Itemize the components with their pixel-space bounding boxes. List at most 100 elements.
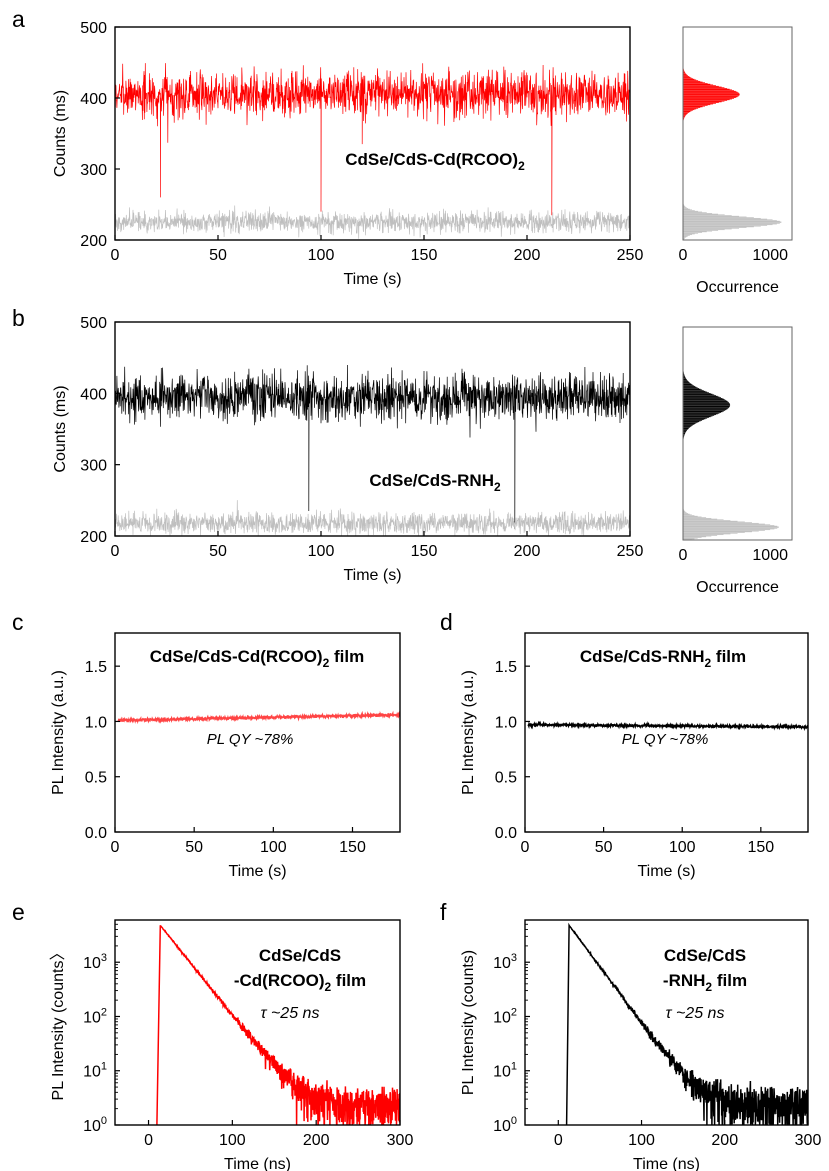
y-tick-label: 200 (80, 233, 107, 250)
x-tick-label: 150 (411, 543, 438, 560)
y-tick-label: 400 (80, 91, 107, 108)
x-axis-label: Time (ns) (224, 1156, 291, 1171)
histogram-bar (683, 102, 719, 103)
panel-d: d 0 50 100 150 0.0 0.5 1.0 1.5 Time (s) PL Intensi… (440, 609, 809, 880)
histogram-bar (683, 77, 692, 79)
histogram-bar (683, 102, 716, 104)
histogram-bar (683, 75, 689, 77)
histogram-bar (683, 227, 740, 229)
x-tick-label: 150 (747, 839, 774, 856)
histogram-bar (683, 410, 724, 412)
x-tick-label: 50 (209, 543, 227, 560)
x-tick-label: 0 (111, 543, 120, 560)
histogram-bar (683, 511, 686, 513)
histogram-bar (683, 232, 699, 234)
histogram-bar (683, 230, 713, 232)
histogram-bar (683, 510, 685, 511)
histogram-bar (683, 412, 720, 414)
histogram-bar (683, 536, 707, 538)
histogram-bar (683, 420, 701, 422)
x-tick-label: 100 (669, 839, 696, 856)
y-tick-label: 101 (493, 1061, 517, 1081)
histogram-bar (683, 515, 698, 517)
panel-e: e 0 100 200 300 100 101 102 103 Time (ns) PL Inten… (12, 899, 413, 1171)
histogram-bar (683, 219, 773, 221)
panel-c: c 0 50 100 150 0.0 0.5 1.0 1.5 Time (s) PL Intensi… (12, 609, 401, 880)
histogram-bar (683, 227, 747, 228)
y-tick-label: 0.5 (495, 770, 517, 787)
histogram-tick-label: 1000 (752, 247, 788, 264)
histogram-bar (683, 433, 685, 435)
histogram-bar (683, 76, 691, 78)
histogram-bar (683, 527, 779, 528)
histogram-bar (683, 420, 703, 421)
histogram-bar (683, 205, 685, 207)
histogram-bar (683, 512, 687, 514)
histogram-bar (683, 72, 686, 74)
histogram-bar (683, 104, 711, 106)
histogram-bar (683, 387, 698, 389)
histogram-bar (683, 213, 713, 214)
histogram-bar (683, 432, 686, 433)
x-tick-label: 50 (209, 247, 227, 264)
histogram-bar (683, 85, 716, 86)
histogram-bar (683, 435, 685, 437)
histogram-bar (683, 396, 720, 398)
panel-label: f (440, 899, 447, 925)
histogram-bar (683, 391, 708, 393)
histogram-bar (683, 522, 752, 523)
histogram-bar (683, 427, 689, 429)
histogram-bar (683, 70, 685, 72)
x-tick-label: 250 (617, 543, 644, 560)
x-axis-label: Time (s) (343, 271, 401, 288)
histogram-bar (683, 97, 736, 98)
histogram-bar (683, 217, 761, 219)
histogram-bar (683, 525, 778, 527)
histogram-bar (683, 223, 777, 225)
histogram-bar (683, 404, 731, 406)
histogram-bar (683, 222, 782, 223)
histogram-bar (683, 101, 722, 103)
histogram-bar (683, 416, 711, 418)
panel-label: c (12, 609, 24, 635)
panel-label: e (12, 899, 25, 925)
histogram-bar (683, 513, 688, 514)
histogram-bar (683, 417, 708, 419)
x-tick-label: 300 (795, 1132, 822, 1149)
y-tick-label: 200 (80, 529, 107, 546)
histogram-bar (683, 426, 691, 428)
histogram-bar (683, 430, 687, 432)
x-tick-label: 100 (308, 247, 335, 264)
histogram-bar (683, 110, 692, 112)
histogram-bar (683, 525, 775, 526)
y-tick-label: 1.5 (85, 659, 107, 676)
histogram-bar (683, 515, 695, 516)
y-tick-label: 500 (80, 20, 107, 37)
series-line (117, 710, 400, 725)
histogram-bar (683, 532, 745, 533)
histogram-bar (683, 215, 740, 217)
histogram-bar (683, 214, 725, 216)
histogram-bar (683, 381, 689, 383)
histogram-bar (683, 529, 771, 531)
histogram-bar (683, 518, 718, 520)
panel-label: d (440, 609, 453, 635)
histogram-bar (683, 537, 698, 539)
histogram-bar (683, 534, 724, 536)
histogram-bar (683, 105, 708, 106)
histogram-bar (683, 524, 771, 526)
histogram-bar (683, 428, 689, 430)
histogram-bar (683, 96, 738, 98)
histogram-bar (683, 526, 779, 528)
panel-title: CdSe/CdS-Cd(RCOO)2 film (150, 647, 364, 670)
histogram-bar (683, 103, 714, 105)
histogram-bar (683, 397, 721, 398)
histogram-bar (683, 71, 685, 72)
histogram-bar (683, 90, 735, 91)
y-axis-label: PL Intensity (a.u.) (50, 670, 67, 795)
histogram-bar (683, 520, 731, 521)
histogram-bar (683, 82, 706, 84)
histogram-bar (683, 233, 695, 235)
panel-label: b (12, 305, 25, 331)
histogram-bar (683, 417, 709, 418)
